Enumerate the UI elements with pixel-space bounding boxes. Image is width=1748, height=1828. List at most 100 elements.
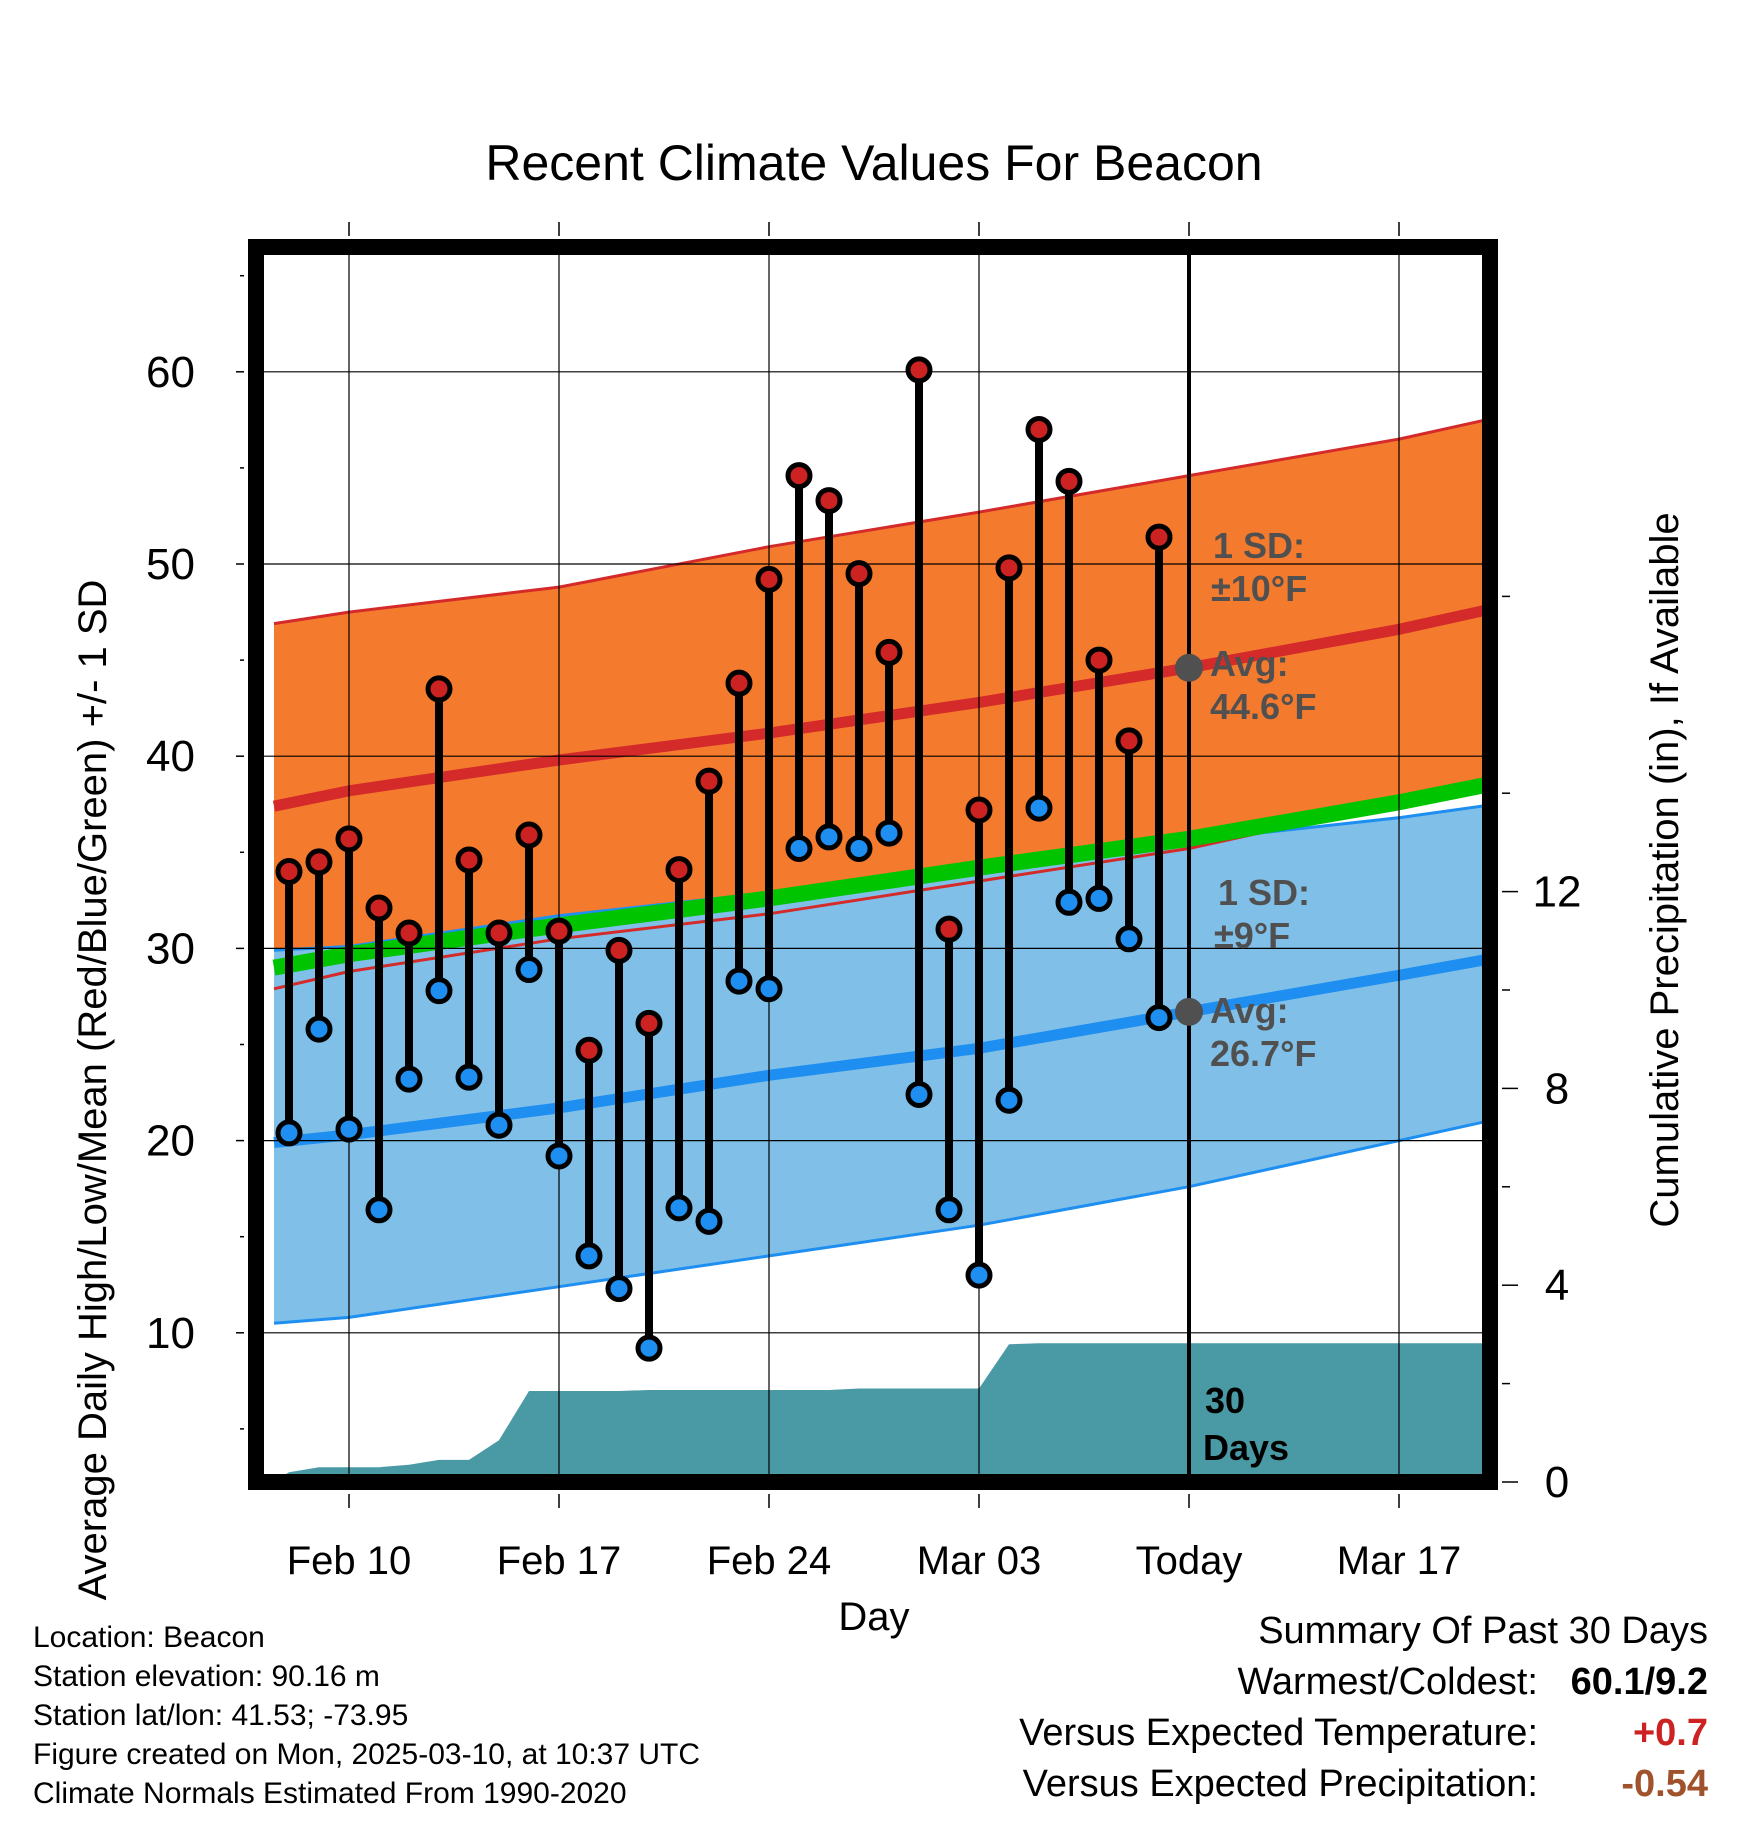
low-avg-value: 26.7°F (1210, 1033, 1316, 1074)
y-tick-label: 30 (146, 924, 195, 973)
today-low-avg-dot (1175, 997, 1203, 1026)
low-sd-label: 1 SD: (1218, 872, 1310, 913)
y-tick-label: 40 (146, 732, 195, 781)
precip-label: Versus Expected Precipitation: (1022, 1763, 1538, 1805)
high-point (785, 462, 813, 490)
chart-title: Recent Climate Values For Beacon (485, 135, 1262, 191)
temp-value: +0.7 (1632, 1712, 1708, 1754)
window-unit-label: Days (1203, 1427, 1289, 1468)
high-point (1055, 467, 1083, 495)
low-point (1025, 794, 1053, 822)
elevation-text: Station elevation: 90.16 m (33, 1660, 380, 1693)
low-point (275, 1119, 303, 1147)
warmest-label: Warmest/Coldest: (1237, 1661, 1538, 1703)
y2-tick-label: 0 (1545, 1458, 1569, 1507)
low-point (455, 1063, 483, 1091)
low-point (365, 1196, 393, 1224)
low-point (635, 1334, 663, 1362)
low-avg-line (273, 953, 1490, 1148)
high-point (755, 565, 783, 593)
y-tick-label: 20 (146, 1117, 195, 1166)
low-point (815, 823, 843, 851)
y2-tick-label: 12 (1533, 868, 1582, 917)
location-text: Location: Beacon (33, 1621, 265, 1654)
high-avg-line (272, 603, 1490, 812)
station-info: Location: Beacon Station elevation: 90.1… (33, 1618, 700, 1813)
low-point (1085, 884, 1113, 912)
high-point (695, 767, 723, 795)
high-point (605, 936, 633, 964)
mean-line (272, 775, 1490, 976)
low-point (875, 819, 903, 847)
low-avg-label: Avg: (1210, 990, 1289, 1031)
high-point (545, 917, 573, 945)
warmest-value: 60.1/9.2 (1570, 1661, 1708, 1703)
low-point (515, 956, 543, 984)
low-lower-edge (273, 1119, 1490, 1325)
low-point (935, 1196, 963, 1224)
y-tick-label: 10 (146, 1309, 195, 1358)
high-point (995, 554, 1023, 582)
precip-row: Versus Expected Precipitation: -0.54 (1019, 1763, 1708, 1814)
high-point (1115, 727, 1143, 755)
latlon-text: Station lat/lon: 41.53; -73.95 (33, 1699, 409, 1732)
temp-row: Versus Expected Temperature: +0.7 (1019, 1712, 1708, 1763)
x-tick-label: Feb 24 (707, 1539, 832, 1583)
high-point (425, 675, 453, 703)
high-point (305, 848, 333, 876)
plot-frame (248, 239, 1498, 1490)
warmest-row: Warmest/Coldest: 60.1/9.2 (1019, 1661, 1708, 1712)
summary-title-row: Summary Of Past 30 Days (1019, 1610, 1708, 1661)
x-tick-label: Mar 03 (917, 1539, 1042, 1583)
low-point (785, 834, 813, 862)
low-sd-value: ±9°F (1214, 915, 1290, 956)
x-tick-label: Today (1136, 1539, 1243, 1583)
high-point (455, 846, 483, 874)
normals-text: Climate Normals Estimated From 1990-2020 (33, 1777, 627, 1810)
low-point (665, 1194, 693, 1222)
high-point (575, 1036, 603, 1064)
high-point (365, 894, 393, 922)
high-avg-label: Avg: (1210, 643, 1289, 684)
precip-area (274, 1343, 1490, 1482)
high-point (905, 356, 933, 384)
high-sd-value: ±10°F (1211, 568, 1307, 609)
high-point (665, 856, 693, 884)
high-point (1145, 523, 1173, 551)
high-avg-value: 44.6°F (1210, 686, 1316, 727)
high-point (335, 825, 363, 853)
y2-tick-label: 8 (1545, 1064, 1569, 1113)
x-tick-label: Mar 17 (1337, 1539, 1462, 1583)
y2-tick-label: 4 (1545, 1261, 1569, 1310)
high-point (935, 915, 963, 943)
low-point (725, 967, 753, 995)
high-point (725, 669, 753, 697)
precip-value: -0.54 (1621, 1763, 1708, 1805)
y2-axis-label: Cumulative Precipitation (in), If Availa… (1643, 512, 1687, 1227)
low-point (605, 1275, 633, 1303)
y-tick-label: 50 (146, 540, 195, 589)
high-point (395, 919, 423, 947)
window-count-label: 30 (1205, 1380, 1245, 1421)
created-text: Figure created on Mon, 2025-03-10, at 10… (33, 1738, 701, 1771)
high-point (965, 796, 993, 824)
low-point (965, 1261, 993, 1289)
y-tick-label: 60 (146, 348, 195, 397)
today-high-avg-dot (1175, 653, 1203, 682)
low-point (305, 1015, 333, 1043)
x-tick-label: Feb 17 (497, 1539, 622, 1583)
low-point (845, 834, 873, 862)
low-point (905, 1080, 933, 1108)
low-point (575, 1242, 603, 1270)
low-point (995, 1086, 1023, 1114)
y-axis-label: Average Daily High/Low/Mean (Red/Blue/Gr… (71, 580, 115, 1601)
high-point (635, 1009, 663, 1037)
high-point (485, 919, 513, 947)
high-point (1085, 646, 1113, 674)
low-point (695, 1207, 723, 1235)
temp-label: Versus Expected Temperature: (1019, 1712, 1538, 1754)
